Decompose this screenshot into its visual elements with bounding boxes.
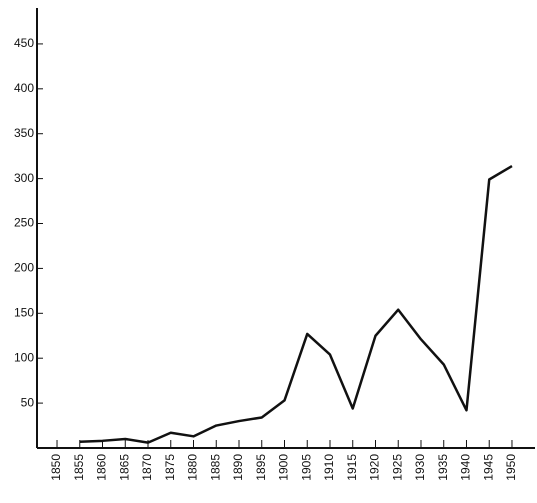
y-tick-label: 150: [14, 305, 34, 319]
y-tick-label: 50: [21, 395, 35, 409]
x-tick-label: 1950: [504, 454, 518, 481]
x-tick-label: 1910: [322, 454, 336, 481]
x-tick-label: 1925: [390, 454, 404, 481]
y-tick-label: 250: [14, 216, 34, 230]
x-tick-label: 1865: [117, 454, 131, 481]
data-line: [79, 164, 513, 444]
x-tick-label: 1880: [186, 454, 200, 481]
x-tick-label: 1875: [163, 454, 177, 481]
y-tick-label: 100: [14, 350, 34, 364]
x-tick-label: 1935: [436, 454, 450, 481]
x-tick-label: 1885: [208, 454, 222, 481]
x-tick-label: 1945: [481, 454, 495, 481]
y-tick-label: 200: [14, 261, 34, 275]
y-tick-label: 350: [14, 126, 34, 140]
x-tick-label: 1870: [140, 454, 154, 481]
x-tick-label: 1930: [413, 454, 427, 481]
x-tick-label: 1890: [231, 454, 245, 481]
y-tick-label: 450: [14, 36, 34, 50]
x-tick-label: 1855: [72, 454, 86, 481]
x-tick-label: 1850: [49, 454, 63, 481]
y-tick-label: 300: [14, 171, 34, 185]
x-tick-label: 1905: [299, 454, 313, 481]
x-tick-label: 1895: [254, 454, 268, 481]
x-tick-label: 1920: [368, 454, 382, 481]
x-tick-label: 1860: [95, 454, 109, 481]
x-tick-label: 1900: [277, 454, 291, 481]
x-tick-label: 1915: [345, 454, 359, 481]
x-tick-label: 1940: [459, 454, 473, 481]
y-tick-label: 400: [14, 81, 34, 95]
